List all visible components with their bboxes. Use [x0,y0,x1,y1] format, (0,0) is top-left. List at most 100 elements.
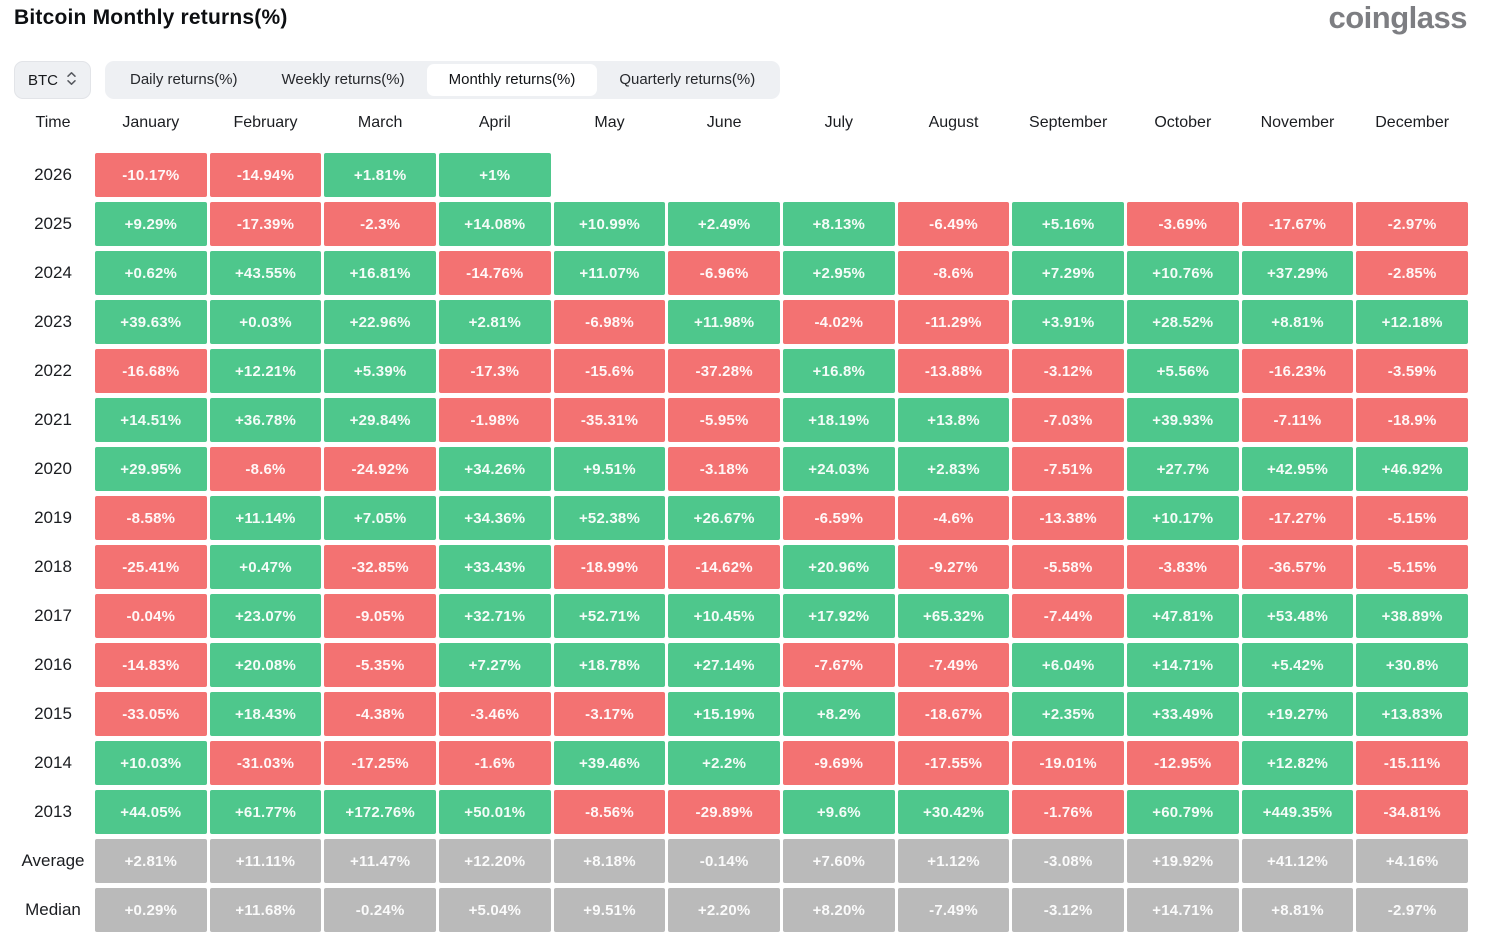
return-cell: +14.51% [95,398,207,442]
return-cell: -3.17% [553,692,666,736]
return-cell: +1% [438,153,551,197]
return-cell: -13.88% [897,349,1010,393]
return-cell: -3.18% [668,447,780,491]
return-cell: -36.57% [1241,545,1354,589]
return-cell: +1.12% [897,839,1010,883]
return-cell: +39.63% [95,300,207,344]
controls-bar: BTC Daily returns(%) Weekly returns(%) M… [14,61,781,99]
return-cell: -29.89% [668,790,780,834]
return-cell: +19.92% [1126,839,1239,883]
return-cell: -4.38% [324,692,436,736]
return-cell: -17.55% [897,741,1010,785]
return-cell: +8.18% [553,839,666,883]
returns-table: Time January February March April May June July… [14,104,1468,932]
return-cell: +34.26% [438,447,551,491]
return-cell: -15.11% [1356,741,1468,785]
return-cell: +8.13% [782,202,895,246]
tab-quarterly-returns[interactable]: Quarterly returns(%) [619,71,756,88]
return-cell: -3.83% [1126,545,1239,589]
return-cell: +43.55% [209,251,322,295]
return-cell: -7.11% [1241,398,1354,442]
sort-arrows-icon [66,71,77,90]
return-cell: +12.20% [438,839,551,883]
return-cell: +0.47% [209,545,322,589]
month-header: July [824,114,854,131]
row-label: Median [25,900,81,919]
return-cell: +41.12% [1241,839,1354,883]
return-cell: +37.29% [1241,251,1354,295]
tab-daily-returns[interactable]: Daily returns(%) [130,71,238,88]
return-cell: +2.95% [782,251,895,295]
return-cell: +10.03% [95,741,207,785]
return-cell: +2.35% [1012,692,1124,736]
return-cell: +1.81% [324,153,436,197]
tab-monthly-returns[interactable]: Monthly returns(%) [426,64,598,96]
return-cell: -10.17% [95,153,207,197]
return-cell: -25.41% [95,545,207,589]
return-cell: +4.16% [1356,839,1468,883]
return-cell: -2.97% [1356,202,1468,246]
row-label: 2015 [34,704,72,723]
return-cell: +16.8% [782,349,895,393]
return-cell: -5.35% [324,643,436,687]
return-cell: -15.6% [553,349,666,393]
row-label: 2013 [34,802,72,821]
return-cell: -7.51% [1012,447,1124,491]
return-cell: +2.83% [897,447,1010,491]
row-label: 2018 [34,557,72,576]
return-cell: -14.83% [95,643,207,687]
month-header: August [928,114,979,131]
return-cell: +65.32% [897,594,1010,638]
return-cell: +22.96% [324,300,436,344]
return-cell: +12.18% [1356,300,1468,344]
return-cell: +16.81% [324,251,436,295]
return-cell: +26.67% [668,496,780,540]
month-header: January [122,114,180,131]
empty-cell [898,153,1010,197]
return-cell: +7.27% [438,643,551,687]
return-cell: +10.99% [553,202,666,246]
symbol-selector[interactable]: BTC [14,61,91,99]
return-cell: +5.16% [1012,202,1124,246]
return-cell: -33.05% [95,692,207,736]
row-label: 2022 [34,361,72,380]
return-cell: -6.49% [897,202,1010,246]
return-cell: +11.68% [209,888,322,932]
return-cell: +10.76% [1126,251,1239,295]
return-cell: -6.98% [553,300,666,344]
return-cell: -1.76% [1012,790,1124,834]
returns-tab-group: Daily returns(%) Weekly returns(%) Month… [105,61,781,99]
return-cell: +32.71% [438,594,551,638]
return-cell: +33.49% [1126,692,1239,736]
empty-cell [1127,153,1239,197]
return-cell: -34.81% [1356,790,1468,834]
return-cell: -3.46% [438,692,551,736]
empty-cell [783,153,895,197]
return-cell: +17.92% [782,594,895,638]
return-cell: -19.01% [1012,741,1124,785]
return-cell: +10.17% [1126,496,1239,540]
row-label: Average [21,851,85,870]
return-cell: +7.60% [782,839,895,883]
return-cell: +18.19% [782,398,895,442]
return-cell: +0.62% [95,251,207,295]
return-cell: -14.62% [668,545,780,589]
return-cell: -14.76% [438,251,551,295]
return-cell: +2.2% [668,741,780,785]
return-cell: +15.19% [668,692,780,736]
return-cell: -32.85% [324,545,436,589]
return-cell: +19.27% [1241,692,1354,736]
return-cell: +8.20% [782,888,895,932]
return-cell: -11.29% [897,300,1010,344]
coinglass-logo: coinglass [1328,0,1468,35]
return-cell: +5.56% [1126,349,1239,393]
tab-weekly-returns[interactable]: Weekly returns(%) [281,71,405,88]
time-header: Time [35,114,71,131]
return-cell: -0.14% [668,839,780,883]
return-cell: +9.51% [553,447,666,491]
empty-cell [1242,153,1354,197]
return-cell: +8.81% [1241,888,1354,932]
return-cell: -8.6% [209,447,322,491]
month-header: May [594,114,625,131]
empty-cell [668,153,780,197]
